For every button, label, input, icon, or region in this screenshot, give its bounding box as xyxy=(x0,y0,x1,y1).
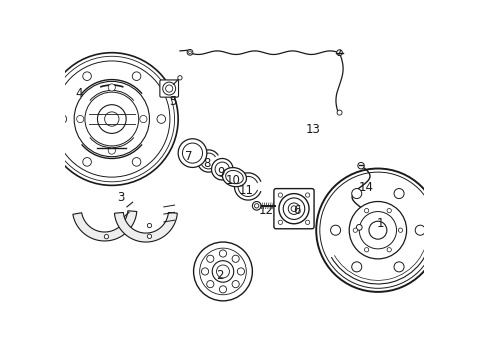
Ellipse shape xyxy=(222,168,246,187)
Text: 3: 3 xyxy=(117,192,124,204)
Circle shape xyxy=(157,115,165,123)
Circle shape xyxy=(393,262,403,272)
Circle shape xyxy=(290,206,296,212)
FancyBboxPatch shape xyxy=(160,80,178,97)
Text: 5: 5 xyxy=(169,95,176,108)
Circle shape xyxy=(74,81,149,157)
Polygon shape xyxy=(73,211,137,241)
Circle shape xyxy=(201,268,208,275)
Circle shape xyxy=(216,265,229,278)
Circle shape xyxy=(211,158,233,180)
Circle shape xyxy=(85,92,139,146)
Circle shape xyxy=(165,85,172,92)
Circle shape xyxy=(163,82,175,95)
Circle shape xyxy=(206,280,213,288)
Circle shape xyxy=(305,193,309,197)
Circle shape xyxy=(178,139,206,167)
Circle shape xyxy=(393,189,403,199)
Circle shape xyxy=(386,248,390,252)
Circle shape xyxy=(232,280,239,288)
Circle shape xyxy=(278,194,308,224)
Circle shape xyxy=(232,255,239,262)
Circle shape xyxy=(45,53,178,185)
Text: 4: 4 xyxy=(75,87,82,100)
Circle shape xyxy=(336,110,341,115)
Circle shape xyxy=(283,198,304,220)
Circle shape xyxy=(140,116,147,123)
Text: 1: 1 xyxy=(376,216,384,230)
Text: 6: 6 xyxy=(292,204,300,217)
Circle shape xyxy=(237,268,244,275)
Circle shape xyxy=(316,168,439,292)
Circle shape xyxy=(357,162,364,169)
Text: 2: 2 xyxy=(215,269,223,282)
Circle shape xyxy=(319,172,435,288)
Circle shape xyxy=(287,203,299,215)
Text: 8: 8 xyxy=(203,157,210,170)
Circle shape xyxy=(364,208,368,213)
Circle shape xyxy=(368,221,386,239)
Ellipse shape xyxy=(225,171,243,184)
Circle shape xyxy=(398,228,402,232)
Circle shape xyxy=(77,116,83,123)
Text: 9: 9 xyxy=(217,166,224,179)
Circle shape xyxy=(54,61,169,177)
Circle shape xyxy=(188,51,191,54)
Circle shape xyxy=(352,228,357,232)
Circle shape xyxy=(359,212,396,249)
Circle shape xyxy=(108,84,115,91)
Text: 12: 12 xyxy=(258,204,273,217)
Circle shape xyxy=(58,115,66,123)
Polygon shape xyxy=(114,212,177,242)
Text: 7: 7 xyxy=(185,150,192,163)
Circle shape xyxy=(132,158,141,166)
Circle shape xyxy=(330,225,340,235)
Circle shape xyxy=(193,242,252,301)
Circle shape xyxy=(132,72,141,81)
Circle shape xyxy=(147,234,151,238)
Circle shape xyxy=(178,76,182,80)
Circle shape xyxy=(147,224,151,228)
Circle shape xyxy=(356,225,362,230)
Circle shape xyxy=(104,112,119,126)
FancyBboxPatch shape xyxy=(273,189,313,229)
Circle shape xyxy=(212,261,233,282)
Text: 11: 11 xyxy=(238,184,253,197)
Circle shape xyxy=(49,56,174,182)
Circle shape xyxy=(252,202,261,210)
Text: 10: 10 xyxy=(225,174,240,186)
Circle shape xyxy=(104,234,108,239)
Circle shape xyxy=(108,147,115,154)
Circle shape xyxy=(97,105,126,134)
Circle shape xyxy=(182,143,202,163)
Circle shape xyxy=(206,255,213,262)
Circle shape xyxy=(82,158,91,166)
Circle shape xyxy=(219,286,226,293)
Circle shape xyxy=(199,248,246,295)
Circle shape xyxy=(336,50,342,55)
Circle shape xyxy=(414,225,425,235)
Circle shape xyxy=(215,162,229,176)
Circle shape xyxy=(386,208,390,213)
Circle shape xyxy=(187,49,192,55)
Circle shape xyxy=(82,72,91,81)
Circle shape xyxy=(254,204,258,208)
Circle shape xyxy=(364,248,368,252)
Circle shape xyxy=(305,220,309,225)
Circle shape xyxy=(351,262,361,272)
Circle shape xyxy=(219,250,226,257)
Text: 14: 14 xyxy=(358,181,373,194)
Circle shape xyxy=(278,220,282,225)
Circle shape xyxy=(278,193,282,197)
Text: 13: 13 xyxy=(305,123,320,136)
Circle shape xyxy=(351,189,361,199)
Circle shape xyxy=(348,202,406,259)
